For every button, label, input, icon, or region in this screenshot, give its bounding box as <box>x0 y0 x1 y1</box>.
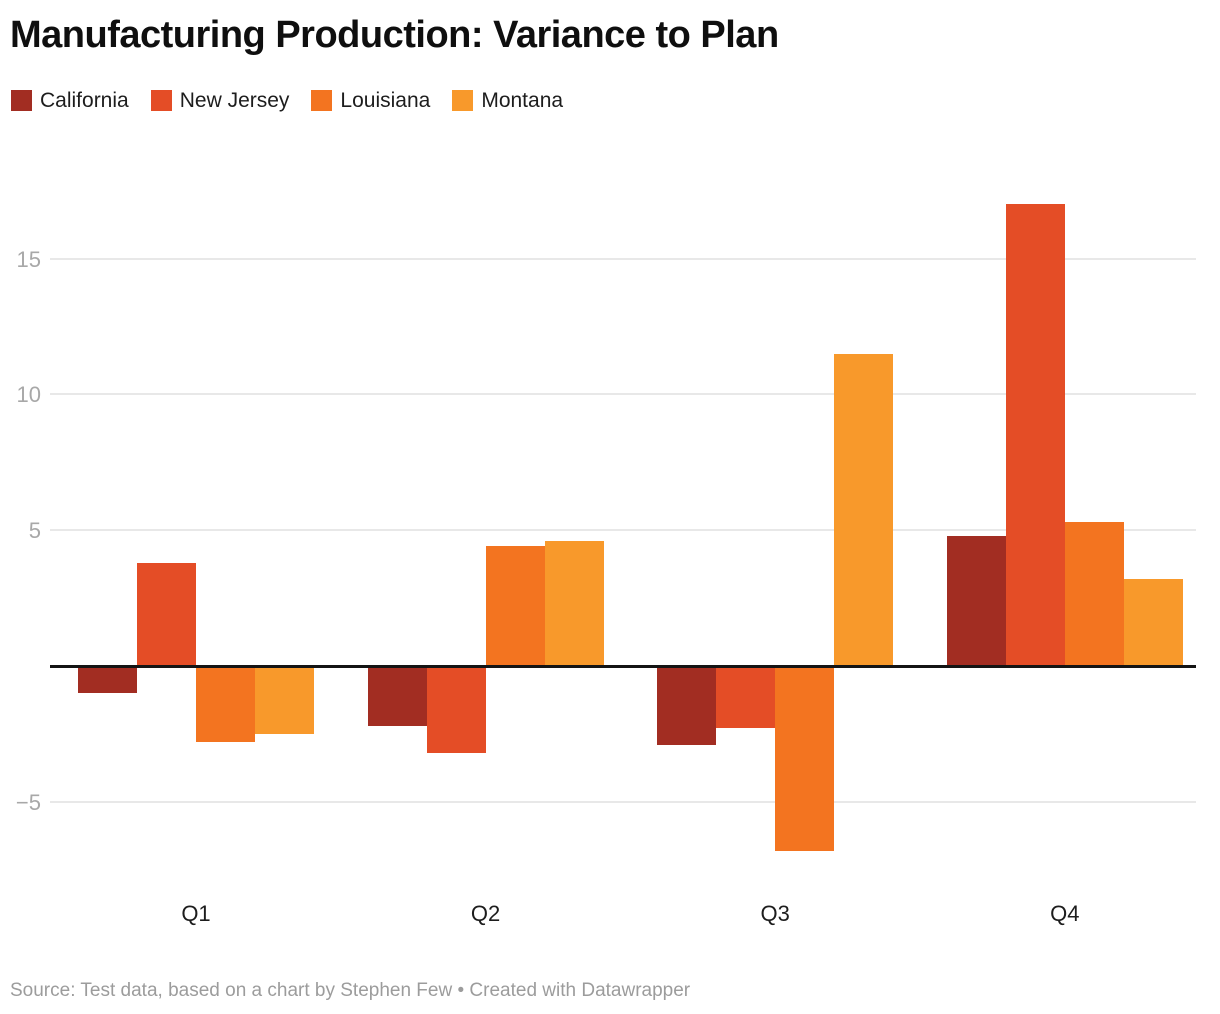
legend-label: California <box>40 89 129 112</box>
legend-swatch-louisiana <box>311 90 333 111</box>
legend-label: New Jersey <box>179 89 290 112</box>
zero-baseline <box>50 664 1196 668</box>
bar-new-jersey-q2[interactable] <box>426 666 486 753</box>
bar-montana-q2[interactable] <box>544 541 604 666</box>
bar-montana-q1[interactable] <box>255 666 314 734</box>
gridline-y-5 <box>50 529 1196 532</box>
bar-montana-q3[interactable] <box>834 353 894 666</box>
bar-california-q2[interactable] <box>367 666 427 726</box>
source-note: Source: Test data, based on a chart by S… <box>10 980 691 1001</box>
bar-louisiana-q1[interactable] <box>196 666 255 743</box>
y-axis-tick-label: −5 <box>15 789 41 815</box>
chart-title: Manufacturing Production: Variance to Pl… <box>10 14 779 56</box>
legend: California New Jersey Louisiana Montana <box>11 90 563 111</box>
legend-item-california: California <box>11 90 129 111</box>
x-axis-label-q4: Q4 <box>1050 901 1080 926</box>
legend-item-louisiana: Louisiana <box>311 90 430 111</box>
bar-louisiana-q4[interactable] <box>1064 522 1124 666</box>
gridline-y--5 <box>50 800 1196 803</box>
legend-label: Louisiana <box>340 89 431 112</box>
bar-louisiana-q3[interactable] <box>775 666 835 851</box>
bar-new-jersey-q1[interactable] <box>137 562 196 666</box>
bar-california-q3[interactable] <box>657 666 717 745</box>
gridline-y-15 <box>50 257 1196 260</box>
bar-louisiana-q2[interactable] <box>485 546 545 666</box>
x-axis-label-q1: Q1 <box>181 901 211 926</box>
y-axis-tick-label: 15 <box>16 246 41 272</box>
x-axis-label-q3: Q3 <box>760 901 790 926</box>
y-axis-tick-label: 5 <box>28 518 41 544</box>
legend-item-montana: Montana <box>452 90 563 111</box>
legend-swatch-california <box>11 90 32 111</box>
x-axis-label-q2: Q2 <box>470 901 501 926</box>
bar-new-jersey-q4[interactable] <box>1005 204 1065 666</box>
legend-swatch-montana <box>452 90 474 111</box>
legend-item-new-jersey: New Jersey <box>150 89 290 112</box>
bar-montana-q4[interactable] <box>1123 579 1183 666</box>
bar-california-q1[interactable] <box>78 666 137 694</box>
y-axis-tick-label: 10 <box>16 382 41 408</box>
bar-california-q4[interactable] <box>946 535 1006 666</box>
gridline-y-10 <box>50 393 1196 396</box>
legend-swatch-new-jersey <box>150 90 172 111</box>
bar-new-jersey-q3[interactable] <box>716 666 776 729</box>
legend-label: Montana <box>481 89 564 112</box>
